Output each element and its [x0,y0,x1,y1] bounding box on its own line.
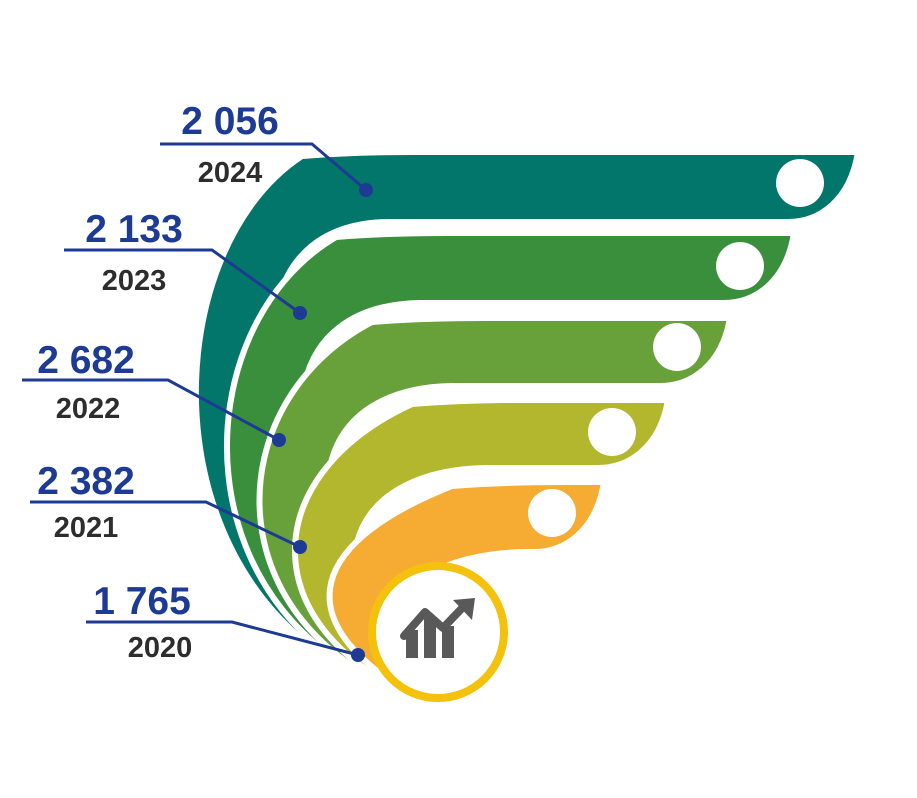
leader-line-2024 [160,142,367,192]
center-badge [368,562,508,702]
leader-dot-2020 [351,648,365,662]
value-label-2023: 2 133 [85,208,183,251]
value-label-2022: 2 682 [37,339,135,382]
leader-line-2021 [30,500,301,549]
arc-bands [193,149,862,704]
year-label-2024: 2024 [198,157,263,189]
value-label-2021: 2 382 [37,460,135,503]
band-end-dot-2024 [776,159,824,207]
band-end-dot-2023 [716,242,764,290]
leader-line-2020 [86,620,359,657]
leader-dot-2022 [272,433,286,447]
leader-dot-2021 [293,540,307,554]
leader-dot-2024 [359,183,373,197]
leader-lines [22,142,373,662]
center-ring [368,562,508,702]
leader-line-2023 [64,248,301,315]
value-label-2024: 2 056 [181,100,279,143]
year-label-2022: 2022 [56,393,121,425]
data-labels: 2 056 2024 2 133 2023 2 682 2022 2 382 2021 1 76… [37,100,279,664]
leader-line-2022 [22,378,280,442]
band-end-dot-2020 [528,489,576,537]
band-end-dot-2022 [653,323,701,371]
year-label-2020: 2020 [128,632,193,664]
year-label-2023: 2023 [102,265,167,297]
growth-chart-icon [400,598,475,658]
band-end-dot-2021 [588,408,636,456]
value-label-2020: 1 765 [93,580,191,623]
leader-dot-2023 [293,306,307,320]
year-label-2021: 2021 [54,512,119,544]
